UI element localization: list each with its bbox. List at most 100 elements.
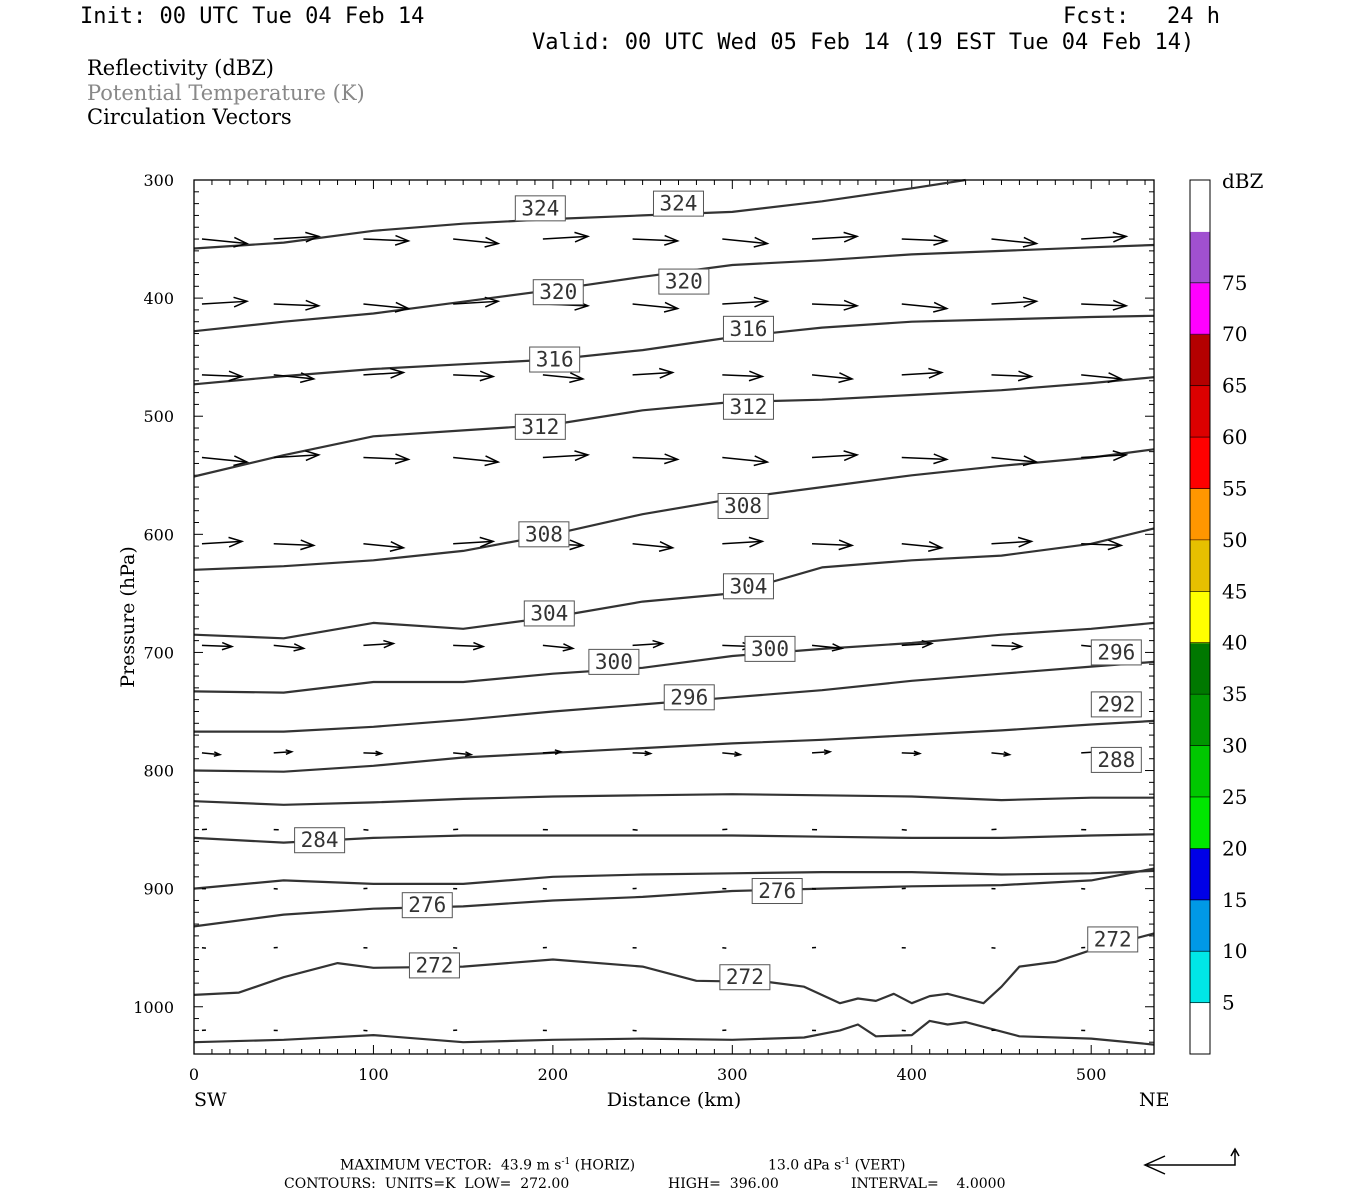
contour-label-308: 308 — [518, 521, 570, 548]
colorbar-segment — [1190, 899, 1210, 952]
circulation-vector — [991, 296, 1039, 308]
circulation-vector — [542, 372, 586, 384]
circulation-vector — [632, 367, 675, 379]
circulation-vector — [453, 296, 501, 308]
circulation-vector — [363, 541, 406, 552]
contour-label-312: 312 — [722, 393, 774, 420]
circulation-vector — [273, 299, 321, 311]
legend-potential-temperature: Potential Temperature (K) — [87, 81, 365, 105]
colorbar-label: 10 — [1222, 939, 1247, 963]
isentrope-line-308 — [193, 448, 1155, 571]
circulation-vector — [1081, 372, 1124, 384]
colorbar-segment — [1190, 437, 1210, 489]
circulation-vector — [273, 749, 294, 755]
colorbar-label: 25 — [1222, 785, 1247, 809]
colorbar-label: 70 — [1222, 322, 1247, 346]
colorbar-segment — [1190, 591, 1210, 644]
svg-text:296: 296 — [1097, 640, 1135, 664]
circulation-vector — [632, 828, 638, 831]
circulation-vector — [632, 234, 680, 246]
forecast-hour: 24 h — [1167, 4, 1220, 29]
colorbar-label: 65 — [1222, 374, 1247, 398]
circulation-vector — [901, 639, 934, 649]
isentrope-line-268 — [193, 1019, 1155, 1046]
circulation-vector — [722, 455, 770, 467]
y-tick-label: 600 — [143, 525, 174, 544]
circulation-vector — [542, 643, 576, 652]
circulation-vector — [722, 236, 770, 248]
valid-time: Valid: 00 UTC Wed 05 Feb 14 (19 EST Tue … — [532, 30, 1195, 55]
svg-text:292: 292 — [1097, 692, 1135, 716]
contour-label-304: 304 — [722, 573, 774, 600]
svg-text:304: 304 — [729, 574, 767, 598]
circulation-vector — [991, 455, 1039, 467]
contour-label-296: 296 — [663, 684, 715, 711]
circulation-vector — [542, 749, 564, 755]
contour-label-320: 320 — [658, 268, 710, 295]
x-tick-label: 100 — [358, 1065, 389, 1084]
colorbar-label: 15 — [1222, 888, 1247, 912]
circulation-vector — [722, 751, 743, 757]
circulation-vector — [722, 296, 770, 308]
axis-ticks — [193, 179, 1154, 1055]
circulation-vector — [201, 296, 250, 308]
contour-label-316: 316 — [722, 315, 774, 342]
colorbar-segment — [1190, 642, 1210, 695]
y-tick-label: 400 — [143, 289, 174, 308]
y-tick-label: 800 — [143, 762, 174, 781]
colorbar-label: 20 — [1222, 836, 1247, 860]
x-tick-label: 500 — [1076, 1065, 1107, 1084]
legend-reflectivity: Reflectivity (dBZ) — [87, 56, 275, 80]
circulation-vector — [812, 539, 855, 551]
isentrope-line-272 — [193, 932, 1155, 1005]
circulation-vector — [273, 539, 316, 551]
isentrope-line-312 — [193, 376, 1155, 478]
contour-label-288: 288 — [1090, 746, 1142, 773]
interval-value: 4.0000 — [956, 1176, 1006, 1192]
contour-label-324: 324 — [514, 195, 566, 222]
isentrope-line-276 — [193, 867, 1155, 928]
svg-text:276: 276 — [408, 893, 446, 917]
colorbar-segment — [1190, 951, 1210, 1004]
svg-text:272: 272 — [415, 953, 453, 977]
colorbar-segment — [1190, 488, 1210, 541]
contours-info: CONTOURS: UNITS=K LOW= 272.00 — [284, 1176, 569, 1192]
colorbar-segment — [1190, 1002, 1210, 1055]
x-axis-left-end-label: SW — [194, 1089, 227, 1111]
contour-label-300: 300 — [588, 648, 640, 675]
svg-text:300: 300 — [751, 637, 789, 661]
max-vector-label: MAXIMUM VECTOR: — [340, 1157, 492, 1174]
contours-label: CONTOURS: — [284, 1176, 376, 1192]
circulation-vector — [453, 455, 501, 467]
colorbar-segment — [1190, 231, 1210, 284]
circulation-vector — [991, 236, 1039, 248]
contour-label-276: 276 — [401, 892, 453, 919]
circulation-vector — [363, 301, 411, 313]
contour-label-304: 304 — [523, 600, 575, 627]
svg-text:320: 320 — [539, 280, 577, 304]
init-time: Init: 00 UTC Tue 04 Feb 14 — [80, 4, 425, 29]
svg-text:272: 272 — [726, 965, 764, 989]
circulation-vector — [453, 751, 474, 757]
circulation-vector — [201, 236, 250, 248]
circulation-vector — [273, 231, 321, 243]
contour-label-272: 272 — [1087, 926, 1139, 953]
svg-text:272: 272 — [1094, 927, 1132, 951]
circulation-vector — [901, 828, 907, 831]
high-info: HIGH= 396.00 — [668, 1176, 779, 1192]
colorbar-label: 50 — [1222, 528, 1247, 552]
x-tick-label: 300 — [717, 1065, 748, 1084]
y-tick-label: 700 — [143, 643, 174, 662]
colorbar-segment — [1190, 180, 1210, 232]
svg-text:304: 304 — [530, 601, 568, 625]
contour-label-300: 300 — [744, 635, 796, 662]
colorbar-label: 75 — [1222, 271, 1247, 295]
circulation-vector — [363, 639, 396, 649]
svg-text:320: 320 — [665, 270, 703, 294]
colorbar-segment — [1190, 745, 1210, 798]
contour-label-324: 324 — [652, 190, 704, 217]
svg-text:284: 284 — [301, 828, 339, 852]
isentrope-line-316 — [193, 314, 1155, 386]
svg-text:316: 316 — [536, 348, 574, 372]
